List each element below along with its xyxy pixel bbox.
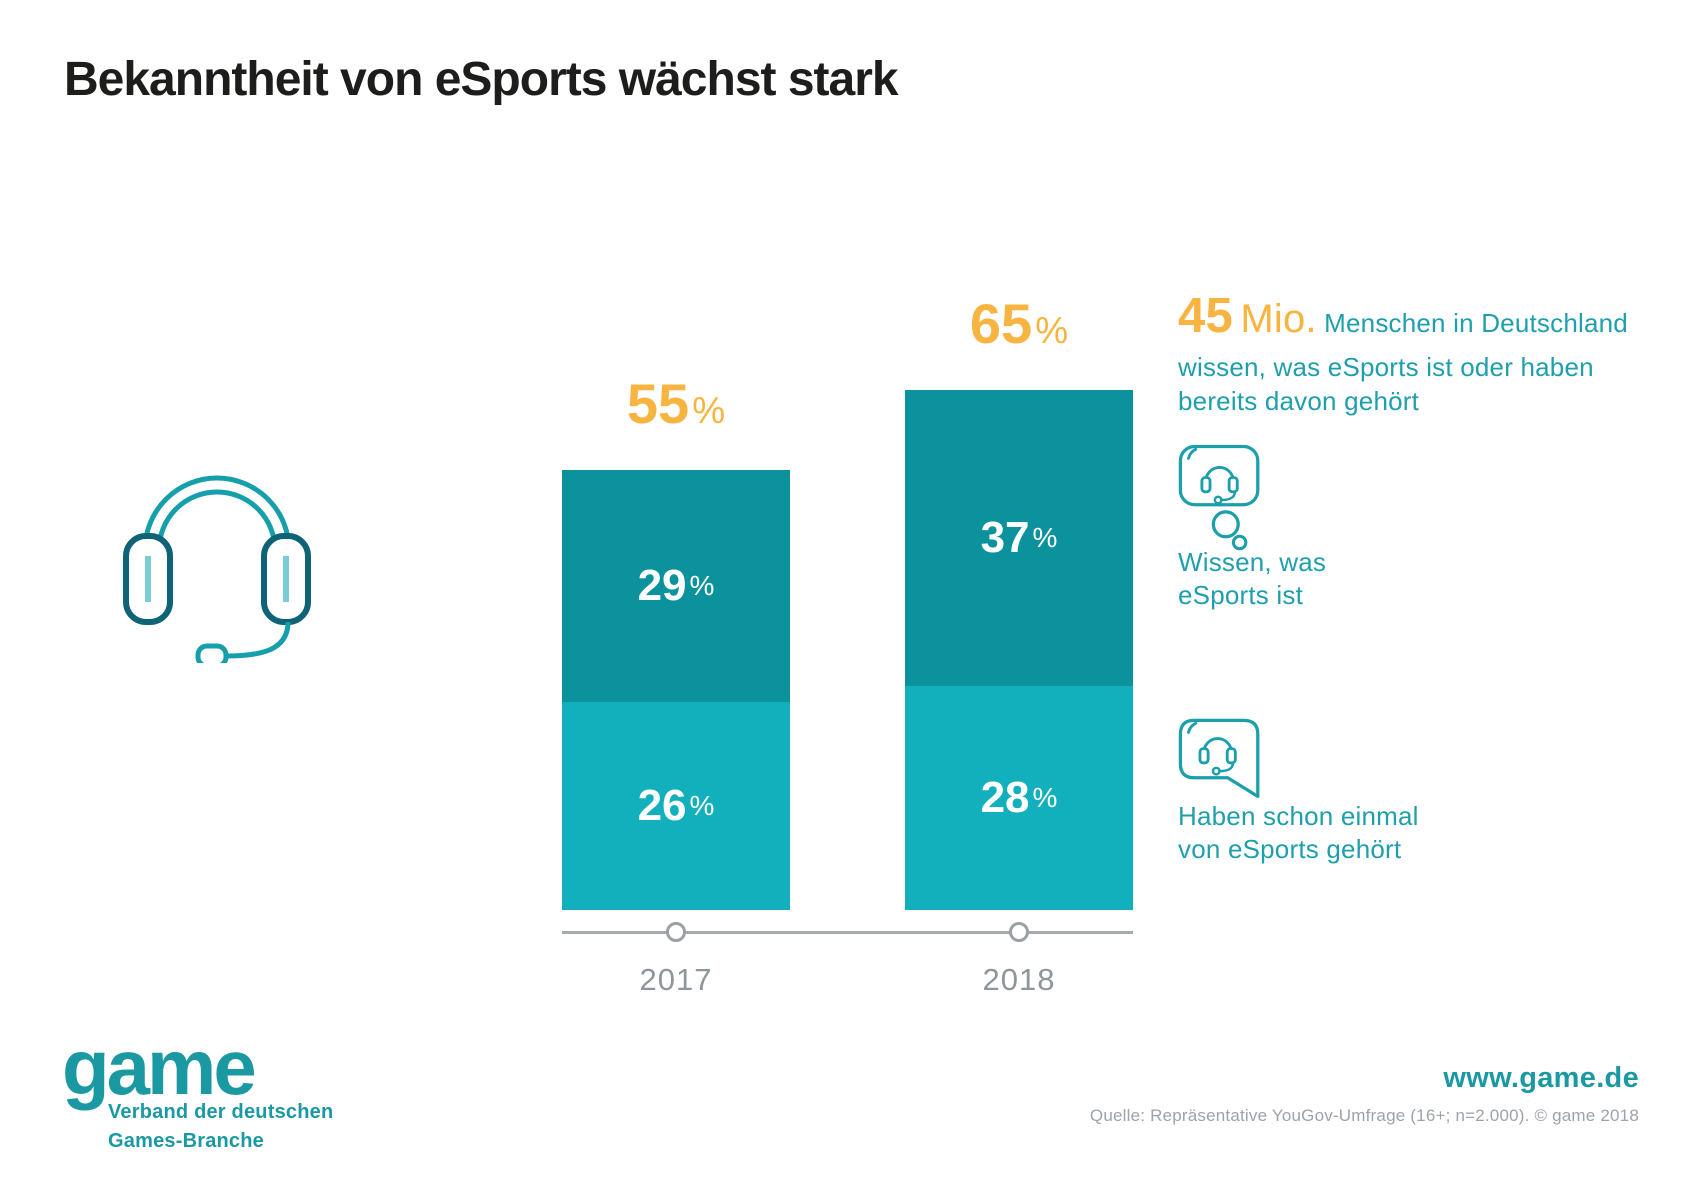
percent-sign: % (1035, 310, 1069, 351)
axis-year-label: 2017 (639, 962, 713, 997)
highlight-description: Menschen in Deutschland wissen, was eSpo… (1178, 308, 1628, 417)
thought-bubble-headset-icon (1178, 444, 1264, 554)
logo-subtitle: Verband der deutschen Games-Branche (108, 1101, 334, 1152)
bar-segment: 28% (905, 686, 1133, 910)
bar-2017: 29% 26% (562, 470, 790, 910)
segment-value: 26 (637, 781, 687, 830)
legend-label-wissen: Wissen, was eSports ist (1178, 547, 1327, 611)
percent-sign: % (1032, 782, 1058, 813)
percent-sign: % (692, 390, 726, 431)
headset-icon (112, 428, 322, 663)
legend-label-gehoert: Haben schon einmal von eSports gehört (1178, 801, 1419, 865)
game-logo: game (62, 1023, 257, 1111)
total-value: 55 (626, 372, 690, 435)
highlight-number: 45 (1178, 289, 1233, 343)
total-value: 65 (969, 292, 1033, 355)
percent-sign: % (1032, 522, 1058, 553)
axis-year-label: 2018 (982, 962, 1056, 997)
bar-segment: 29% (562, 470, 790, 702)
highlight-unit: Mio. (1240, 297, 1317, 341)
axis-line (562, 931, 1133, 934)
page-title: Bekanntheit von eSports wächst stark (64, 53, 899, 106)
website-url: www.game.de (1443, 1062, 1639, 1094)
axis-marker (666, 922, 686, 942)
bar-2018: 37% 28% (905, 390, 1133, 910)
chart: 29% 26% 55% 37% 28% 65% 2017 2018 (562, 230, 1133, 997)
segment-value: 37 (980, 513, 1030, 562)
segment-value: 29 (637, 561, 687, 610)
bar-segment: 26% (562, 702, 790, 910)
speech-bubble-headset-icon (1178, 718, 1264, 806)
axis-marker (1009, 922, 1029, 942)
percent-sign: % (689, 790, 715, 821)
bar-segment: 37% (905, 390, 1133, 686)
total-label-2017: 55% (562, 371, 790, 436)
percent-sign: % (689, 570, 715, 601)
source-note: Quelle: Repräsentative YouGov-Umfrage (1… (1089, 1106, 1639, 1125)
highlight-block: 45 Mio. Menschen in Deutschland wissen, … (1178, 284, 1652, 419)
segment-value: 28 (980, 773, 1030, 822)
total-label-2018: 65% (905, 291, 1133, 356)
